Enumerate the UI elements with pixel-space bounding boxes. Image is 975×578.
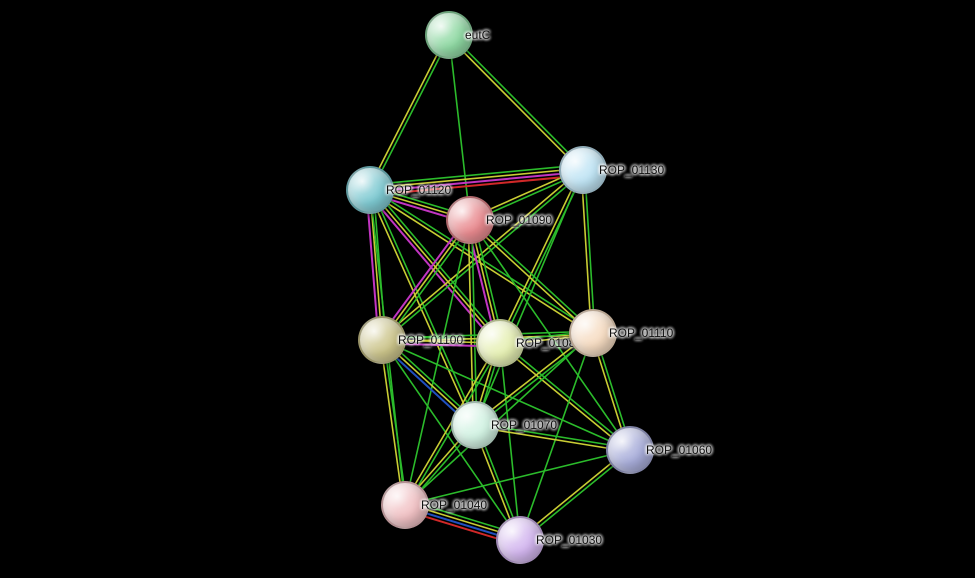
node-label: ROP_01060 bbox=[646, 443, 712, 457]
edge-neighborhood bbox=[520, 333, 593, 540]
node-label: ROP_01120 bbox=[386, 183, 451, 197]
node-ROP_01120[interactable]: ROP_01120 bbox=[346, 166, 394, 214]
node-ROP_01040[interactable]: ROP_01040 bbox=[381, 481, 429, 529]
node-label: ROP_01070 bbox=[491, 418, 557, 432]
node-dot[interactable] bbox=[476, 319, 524, 367]
node-label: ROP_01130 bbox=[599, 163, 664, 177]
edge-database bbox=[370, 175, 583, 195]
node-dot[interactable] bbox=[451, 401, 499, 449]
node-ROP_01030[interactable]: ROP_01030 bbox=[496, 516, 544, 564]
node-ROP_01070[interactable]: ROP_01070 bbox=[451, 401, 499, 449]
edge-neighborhood bbox=[405, 220, 470, 505]
node-dot[interactable] bbox=[346, 166, 394, 214]
node-dot[interactable] bbox=[569, 309, 617, 357]
node-ROP_01090[interactable]: ROP_01090 bbox=[446, 196, 494, 244]
node-label: ROP_01100 bbox=[398, 333, 463, 347]
node-ROP_01110[interactable]: ROP_01110 bbox=[569, 309, 617, 357]
node-label: ROP_01110 bbox=[609, 326, 673, 340]
edge-neighborhood bbox=[405, 450, 630, 505]
edge-textmining bbox=[468, 220, 473, 425]
node-label: ROP_01040 bbox=[421, 498, 487, 512]
node-label: ROP_01090 bbox=[486, 213, 552, 227]
node-ROP_01100[interactable]: ROP_01100 bbox=[358, 316, 406, 364]
node-dot[interactable] bbox=[358, 316, 406, 364]
node-ROP_01130[interactable]: ROP_01130 bbox=[559, 146, 607, 194]
node-dot[interactable] bbox=[559, 146, 607, 194]
node-label: ROP_01030 bbox=[536, 533, 602, 547]
network-graph: eutC ROP_01120 ROP_01130 ROP_01090 ROP_01100… bbox=[0, 0, 975, 578]
edge-textmining bbox=[370, 168, 583, 188]
node-dot[interactable] bbox=[496, 516, 544, 564]
edge-neighborhood bbox=[449, 35, 470, 220]
node-dot[interactable] bbox=[606, 426, 654, 474]
node-dot[interactable] bbox=[446, 196, 494, 244]
edge-textmining bbox=[381, 169, 582, 339]
node-eutC[interactable]: eutC bbox=[425, 11, 473, 59]
edge-neighborhood bbox=[384, 340, 407, 505]
edge-layer bbox=[0, 0, 975, 578]
node-ROP_01080[interactable]: ROP_01080 bbox=[476, 319, 524, 367]
node-ROP_01060[interactable]: ROP_01060 bbox=[606, 426, 654, 474]
node-dot[interactable] bbox=[425, 11, 473, 59]
edge-neighborhood bbox=[500, 343, 520, 540]
edge-neighborhood bbox=[370, 165, 583, 185]
node-dot[interactable] bbox=[381, 481, 429, 529]
edge-experiments bbox=[370, 172, 583, 192]
